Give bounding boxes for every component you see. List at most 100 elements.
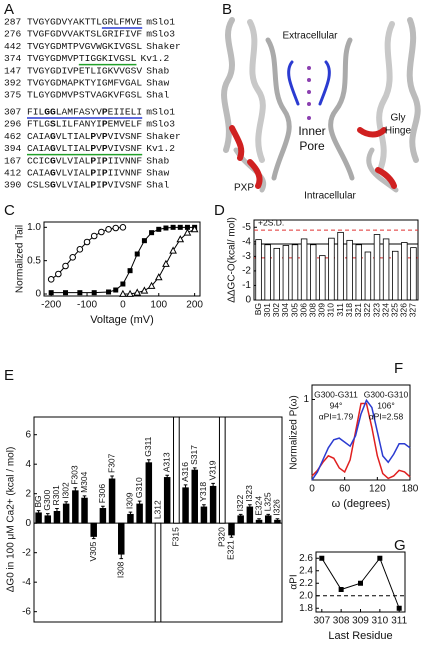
sequence-segment: G (50, 168, 56, 179)
category-label: 309 (317, 303, 327, 317)
x-tick-label: 200 (186, 300, 203, 311)
bar (300, 238, 308, 301)
sequence-segment: P (90, 143, 96, 154)
off-scale-bar (154, 522, 162, 623)
y-tick-label: -5 (242, 222, 251, 233)
reference-label: +2S.D. (258, 217, 284, 227)
sequence-segment: TVGYGD (27, 78, 62, 89)
bar (191, 469, 198, 524)
y-tick-label: 2.0 (299, 590, 313, 601)
data-point (140, 286, 149, 294)
x-tick-label: -200 (41, 300, 61, 311)
y-tick-label: 1.0 (27, 222, 41, 233)
data-point (154, 273, 163, 281)
category-label: I302 (60, 482, 70, 499)
data-point (377, 555, 383, 561)
y-tick-label: 0 (35, 289, 41, 300)
category-label: A313 (161, 452, 171, 472)
sequence-segment: CAIA (27, 131, 50, 142)
sequence-segment: P (102, 168, 108, 179)
bar (364, 251, 372, 301)
category-label: F306 (97, 484, 107, 504)
data-point (133, 288, 142, 296)
protein-name: mSlo1 (146, 17, 175, 28)
panel-letter: G (394, 537, 406, 554)
protein-name: Shaker (146, 131, 181, 142)
x-tick-label: 100 (150, 300, 167, 311)
bar (291, 244, 299, 301)
sequence-segment: TVGYGD (27, 65, 62, 76)
data-point (77, 290, 83, 296)
data-point (183, 228, 192, 236)
series-line (311, 398, 411, 481)
error-bar (82, 495, 87, 501)
y-axis-label: Normalized P(ω) (289, 395, 300, 470)
data-point (126, 289, 134, 297)
bar (264, 244, 271, 301)
y-tick-label: 1.8 (299, 603, 313, 614)
bar (62, 503, 70, 524)
plot-frame (253, 219, 419, 301)
category-label: L325 (262, 492, 272, 511)
residue-number: 392 (4, 78, 22, 89)
sequence-segment: P (90, 131, 96, 142)
sequence-segment: VVAKTSLGRIFIVF (62, 29, 143, 40)
bar (182, 487, 189, 524)
structure-drawing (221, 17, 421, 193)
sequence-segment: EIIELI (108, 107, 143, 118)
sequence-segment: IIVNNF (108, 168, 143, 179)
category-label: E324 (253, 496, 263, 516)
data-point (83, 238, 91, 246)
residue-number: 390 (4, 180, 22, 191)
sequence-segment: P (102, 180, 108, 191)
sequence-segment: CCIC (27, 155, 50, 166)
error-bar (36, 510, 41, 516)
y-tick-label: -1 (242, 280, 251, 291)
data-point (358, 580, 363, 586)
error-bar (137, 500, 142, 508)
residue-number: 394 (4, 143, 22, 154)
category-label: V305 (88, 541, 98, 561)
y-axis-label: ΔΔGC-O(kcal/ mol) (227, 217, 238, 303)
category-label: 310 (326, 303, 336, 317)
y-tick-label: 1 (303, 394, 309, 405)
protein-name: Kv1.2 (140, 53, 169, 64)
sequence-segment: CAIA (27, 168, 50, 179)
category-label: 325 (389, 303, 399, 317)
category-label: BG (33, 495, 43, 507)
residue-number: 307 (4, 107, 21, 118)
category-label: A316 (180, 462, 190, 482)
structure-label: Pore (299, 139, 325, 153)
data-point (112, 224, 120, 232)
bar (108, 478, 116, 524)
sequence-segment: IIVNNF (108, 155, 143, 166)
error-bar (119, 549, 124, 560)
sequence-segment: VLVIAL (56, 180, 91, 191)
panel-letter: E (4, 367, 14, 384)
category-label: I322 (235, 495, 245, 512)
bar (309, 244, 317, 301)
category-label: BG (253, 303, 263, 315)
bar (410, 247, 417, 301)
sequence-segment: FIL (27, 107, 45, 118)
structure-label: Hinge (385, 126, 412, 137)
data-point (48, 290, 54, 296)
x-tick-label: 0 (309, 484, 315, 495)
category-label: G311 (143, 436, 153, 456)
sequence-segment: V (96, 131, 102, 142)
residue-number: 412 (4, 168, 22, 179)
data-point (170, 224, 176, 230)
protein-name: Shaw (146, 78, 169, 89)
bar (346, 239, 353, 301)
category-label: 321 (353, 303, 363, 317)
data-point (177, 224, 183, 230)
y-tick-label: -6 (22, 606, 31, 617)
sequence-segment: P (102, 155, 108, 166)
data-point (69, 254, 76, 261)
panel-letter: C (4, 202, 15, 219)
residue-number: 462 (4, 131, 22, 142)
bar (328, 237, 335, 301)
series-line (50, 226, 123, 280)
data-point (98, 228, 105, 236)
category-label: 304 (280, 303, 290, 317)
